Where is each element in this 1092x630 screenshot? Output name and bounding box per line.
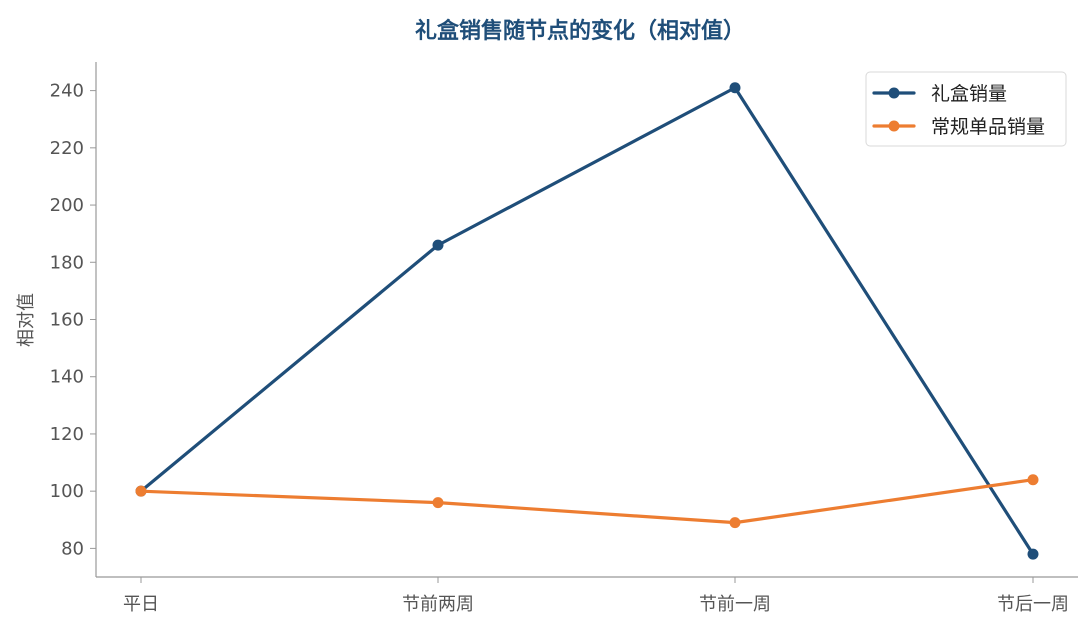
y-tick-label: 100 <box>50 481 84 502</box>
y-tick-label: 140 <box>50 367 84 388</box>
data-point-1-0 <box>135 485 147 497</box>
data-point-0-1 <box>432 239 444 251</box>
x-tick-label: 节前两周 <box>402 594 474 615</box>
axes: 80 100 120 140 160 180 200 220 240 平日 节前两周 节前一周 节后一周 <box>50 62 1078 615</box>
y-tick-label: 120 <box>50 424 84 445</box>
y-tick-label: 220 <box>50 138 84 159</box>
y-axis-label: 相对值 <box>16 293 37 347</box>
x-tick-label: 节后一周 <box>997 594 1069 615</box>
series-line-0 <box>139 86 1035 556</box>
data-point-1-3 <box>1027 474 1039 486</box>
data-point-1-2 <box>729 517 741 529</box>
data-point-1-1 <box>432 497 444 509</box>
series-line-1 <box>139 478 1035 525</box>
x-tick-label: 平日 <box>123 594 159 615</box>
y-tick-label: 160 <box>50 310 84 331</box>
legend-marker-0 <box>888 87 900 99</box>
x-tick-label: 节前一周 <box>699 594 771 615</box>
data-point-0-3 <box>1027 548 1039 560</box>
y-tick-label: 240 <box>50 81 84 102</box>
legend-box <box>865 71 1067 147</box>
chart-title: 礼盒销售随节点的变化（相对值） <box>415 18 745 44</box>
legend-label-0: 礼盒销量 <box>931 83 1007 105</box>
y-tick-label: 180 <box>50 252 84 273</box>
series-layer <box>135 82 1039 560</box>
legend-marker-1 <box>888 120 900 132</box>
data-point-0-2 <box>729 82 741 94</box>
y-tick-label: 200 <box>50 195 84 216</box>
y-tick-label: 80 <box>61 538 84 559</box>
legend-label-1: 常规单品销量 <box>931 116 1045 138</box>
